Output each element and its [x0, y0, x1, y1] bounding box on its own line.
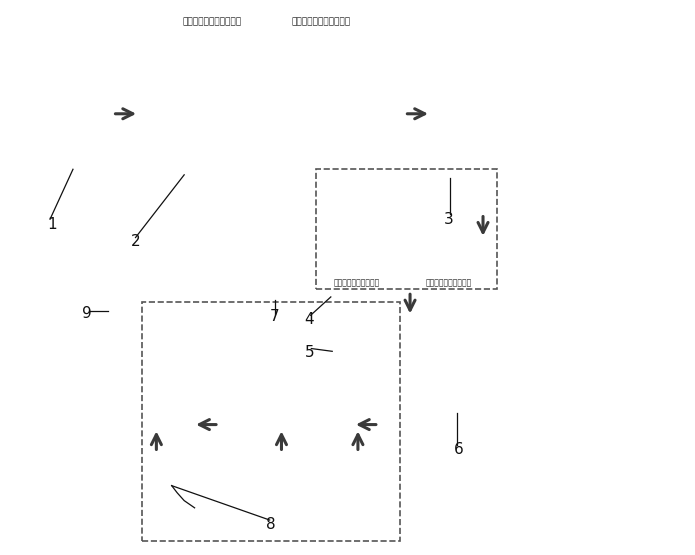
- Text: 8: 8: [266, 517, 276, 532]
- Text: 1: 1: [47, 217, 57, 233]
- Text: 3: 3: [443, 211, 453, 227]
- Text: 7: 7: [270, 309, 279, 324]
- Bar: [142, 302, 400, 541]
- Text: 提取的导板区域内表面: 提取的导板区域内表面: [334, 279, 380, 287]
- Text: 提取的导板区域外表面: 提取的导板区域外表面: [425, 279, 471, 287]
- Text: 9: 9: [82, 306, 92, 321]
- Text: 4: 4: [304, 311, 314, 327]
- Bar: [316, 169, 497, 289]
- Text: 5: 5: [304, 345, 314, 360]
- Text: 沿插横方向去除进陷区域: 沿插横方向去除进陷区域: [182, 18, 242, 27]
- Text: 沿插横方向填充空间区域: 沿插横方向填充空间区域: [291, 18, 351, 27]
- Text: 2: 2: [131, 234, 140, 249]
- Text: 6: 6: [454, 442, 464, 457]
